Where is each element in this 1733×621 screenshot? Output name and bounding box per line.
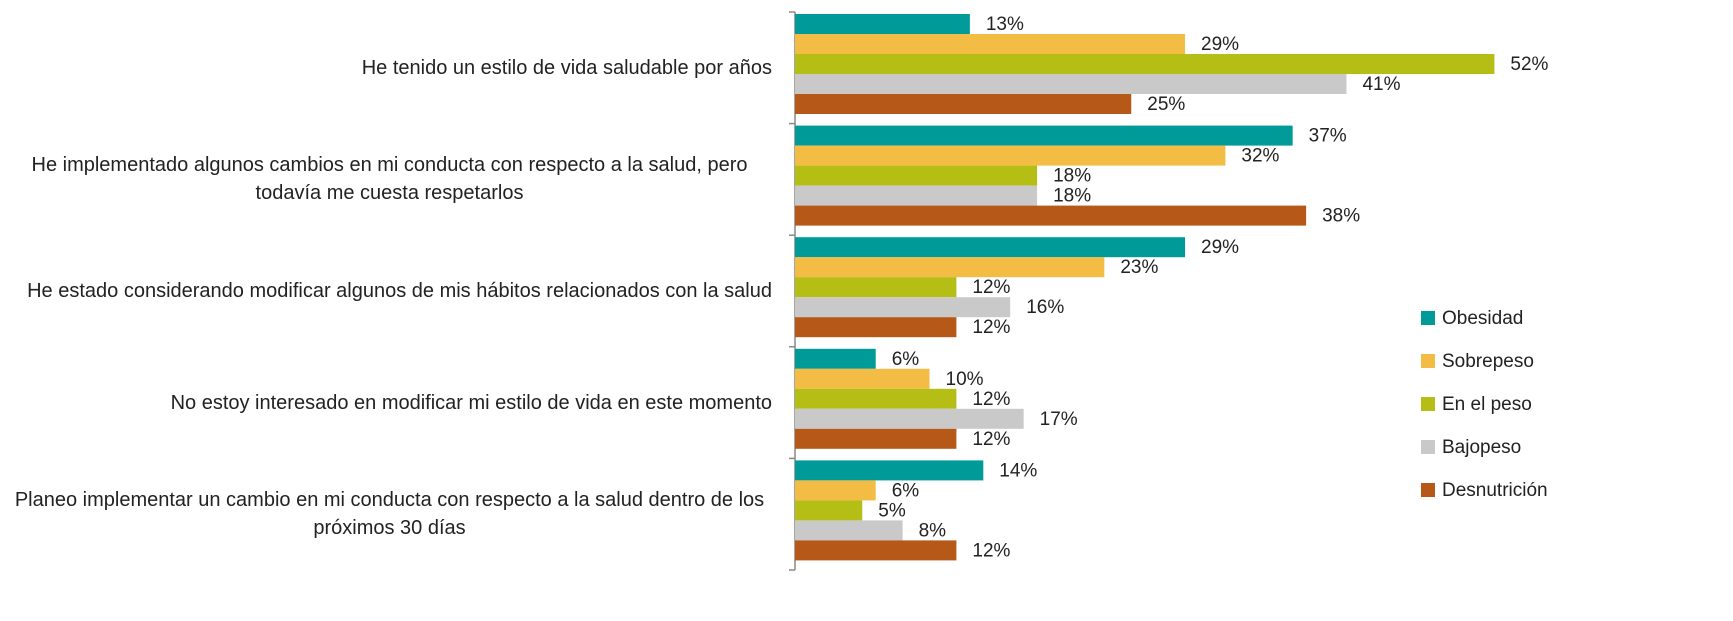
legend-swatch [1421,397,1435,411]
bar [795,480,876,501]
bar [795,185,1038,206]
bar [795,94,1132,114]
data-label: 12% [972,277,1010,298]
legend-label: Desnutrición [1442,480,1548,501]
data-label: 5% [878,500,906,521]
data-label: 32% [1241,146,1279,167]
data-label: 14% [999,460,1037,481]
legend-label: Sobrepeso [1442,351,1534,372]
data-label: 18% [1053,166,1091,187]
category-label: Planeo implementar un cambio en mi condu… [14,489,765,540]
bar [795,74,1347,94]
data-label: 13% [986,14,1024,35]
data-label: 12% [972,389,1010,410]
bar [795,237,1186,258]
bar [795,317,957,338]
bar [795,520,903,541]
data-label: 8% [919,520,947,541]
bar [795,165,1038,186]
category-label-box: No estoy interesado en modificar mi esti… [0,347,772,459]
data-label: 52% [1510,54,1548,75]
bar [795,34,1186,54]
category-label-box: He estado considerando modificar algunos… [0,235,772,347]
category-label: No estoy interesado en modificar mi esti… [170,391,772,414]
bar [795,460,984,481]
data-label: 38% [1322,206,1360,227]
bar [795,145,1226,166]
legend-label: Obesidad [1442,308,1523,329]
bar [795,500,863,521]
data-label: 12% [972,540,1010,561]
bar [795,388,957,409]
data-label: 16% [1026,297,1064,318]
bar [795,205,1307,226]
legend-swatch [1421,483,1435,497]
bar [795,408,1024,429]
category-label-box: He implementado algunos cambios en mi co… [0,124,772,236]
data-label: 18% [1053,186,1091,207]
data-label: 29% [1201,34,1239,55]
legend-swatch [1421,440,1435,454]
category-label: He implementado algunos cambios en mi co… [31,154,748,205]
data-label: 6% [892,480,920,501]
bar [795,54,1495,74]
data-label: 23% [1120,257,1158,278]
bar [795,125,1293,146]
data-label: 6% [892,349,920,370]
data-label: 12% [972,317,1010,338]
bar [795,428,957,449]
data-label: 37% [1309,126,1347,147]
category-label-box: He tenido un estilo de vida saludable po… [0,12,772,124]
bar [795,14,970,34]
data-label: 41% [1362,74,1400,95]
bar [795,540,957,561]
legend-swatch [1421,354,1435,368]
bar [795,348,876,369]
bar [795,277,957,298]
category-label: He estado considerando modificar algunos… [27,279,772,302]
category-label-box: Planeo implementar un cambio en mi condu… [0,458,772,570]
bar [795,297,1011,318]
legend-label: En el peso [1442,394,1532,415]
data-label: 25% [1147,94,1185,115]
data-label: 29% [1201,237,1239,258]
bar [795,368,930,389]
bar [795,257,1105,278]
category-label: He tenido un estilo de vida saludable po… [361,56,772,79]
data-label: 17% [1040,409,1078,430]
legend-swatch [1421,311,1435,325]
data-label: 12% [972,429,1010,450]
data-label: 10% [946,369,984,390]
legend-label: Bajopeso [1442,437,1521,458]
